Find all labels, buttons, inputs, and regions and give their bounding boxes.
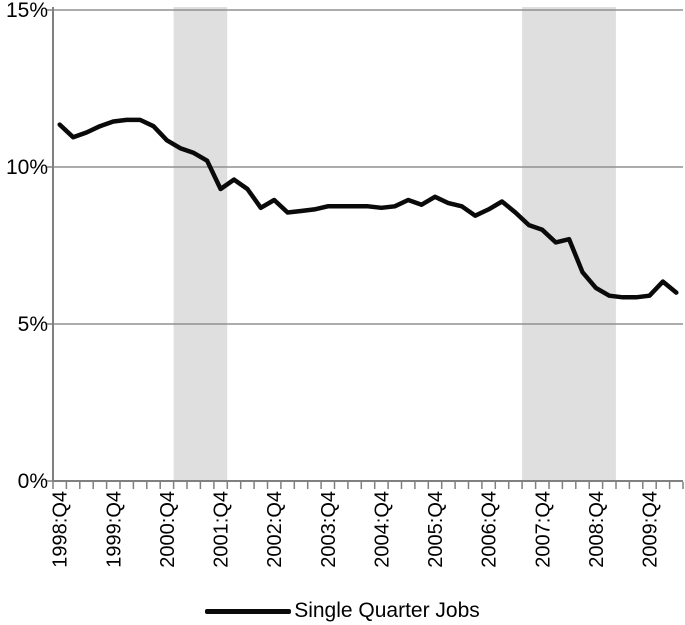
x-tick-label: 2005:Q4: [425, 491, 447, 568]
recession-band: [173, 7, 228, 481]
x-tick-label: 2004:Q4: [371, 491, 393, 568]
x-tick-label: 1999:Q4: [103, 491, 125, 568]
series-line: [57, 117, 679, 300]
x-tick-label: 2003:Q4: [318, 491, 340, 568]
y-tick-label: 10%: [6, 156, 48, 179]
y-tick-label: 15%: [6, 0, 48, 22]
x-tick-label: 2001:Q4: [211, 491, 233, 568]
x-tick-label: 2006:Q4: [479, 491, 501, 568]
legend-line-swatch: [205, 608, 292, 614]
x-tick-label: 2007:Q4: [532, 491, 554, 568]
chart-legend: Single Quarter Jobs: [0, 597, 685, 625]
y-tick-label: 0%: [18, 470, 48, 493]
x-tick-label: 2009:Q4: [640, 491, 662, 568]
x-tick-label: 2000:Q4: [157, 491, 179, 568]
legend-series-label: Single Quarter Jobs: [294, 599, 480, 622]
x-tick-label: 2002:Q4: [264, 491, 286, 568]
x-tick-label: 1998:Q4: [50, 491, 72, 568]
y-tick-label: 5%: [18, 313, 48, 336]
x-tick-label: 2008:Q4: [586, 491, 608, 568]
